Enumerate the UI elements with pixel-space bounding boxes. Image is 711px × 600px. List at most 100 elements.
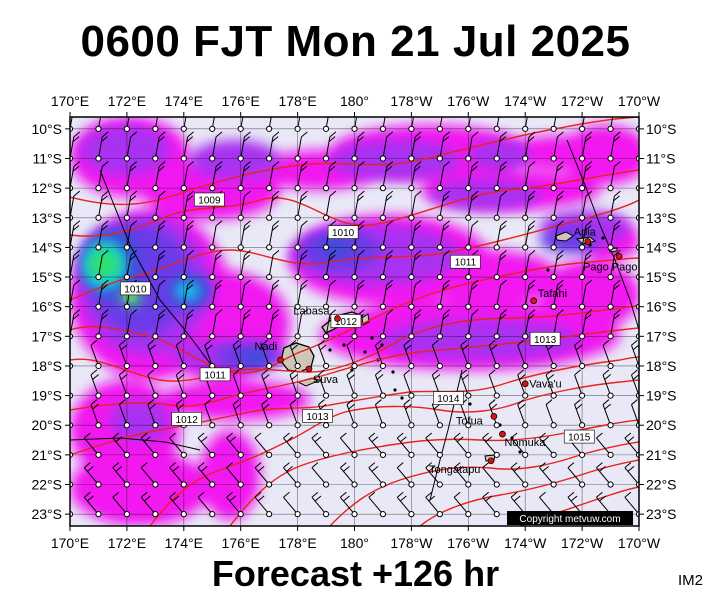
place-marker: Tafahi [530, 288, 567, 305]
wind-barb [493, 220, 507, 251]
wind-barb [493, 161, 507, 192]
wind-barb [266, 117, 273, 132]
wind-barb [266, 131, 280, 162]
wind-barb [209, 309, 223, 340]
wind-barb [226, 432, 244, 458]
lat-label-right: 19°S [646, 388, 677, 404]
small-island [363, 350, 367, 354]
lon-label-top: 170°E [51, 93, 89, 109]
wind-barb [197, 462, 216, 488]
wind-barb [254, 432, 273, 458]
lon-label-top: 174°E [165, 93, 203, 109]
wind-barb [322, 117, 330, 132]
wind-barb [95, 161, 109, 192]
svg-text:1011: 1011 [204, 370, 226, 381]
wind-barb [425, 432, 443, 458]
wind-barb [482, 462, 500, 488]
wind-barb [261, 399, 273, 429]
wind-barb [232, 339, 244, 370]
wind-barb [294, 190, 308, 221]
lat-label-left: 13°S [31, 210, 62, 226]
svg-text:1011: 1011 [455, 258, 477, 269]
wind-barb [237, 131, 251, 162]
wind-barb [579, 131, 593, 162]
wind-barb [95, 220, 109, 251]
wind-barb [237, 117, 244, 132]
wind-barb [226, 491, 244, 518]
wind-barb [522, 279, 536, 310]
wind-barb [465, 190, 479, 221]
isobar-label: 1009 [194, 192, 225, 206]
place-name: Vava'u [529, 379, 561, 391]
wind-barb [436, 220, 450, 251]
wind-barb [169, 462, 187, 488]
copyright-box [507, 511, 633, 525]
wind-barb [465, 161, 479, 192]
wind-barb [493, 279, 507, 310]
wind-barb [152, 190, 166, 221]
wind-barb [396, 432, 415, 458]
wind-barb [112, 462, 131, 488]
wind-barb [579, 279, 593, 310]
lat-label-right: 16°S [646, 299, 677, 315]
wind-barb [482, 491, 500, 518]
wind-barb [522, 131, 536, 162]
small-island [328, 348, 332, 352]
wind-barb [539, 462, 557, 488]
wind-barb [567, 462, 586, 488]
wind-barb [180, 249, 194, 281]
lat-label-left: 21°S [31, 447, 62, 463]
wind-barb [602, 399, 614, 429]
wind-barb [550, 131, 564, 162]
wind-barb [237, 190, 251, 221]
small-island [391, 370, 395, 374]
isobar-label: 1012 [171, 412, 202, 426]
wind-barb [408, 117, 415, 132]
wind-barb [204, 399, 216, 429]
wind-barb [522, 220, 536, 251]
lon-label-bottom: 180° [340, 535, 369, 551]
lon-label-top: 178°W [390, 93, 433, 109]
lon-label-bottom: 174°W [504, 535, 547, 551]
wind-barb [550, 117, 557, 132]
wind-barb [579, 161, 593, 192]
wind-barb [493, 131, 507, 162]
wind-barb [283, 491, 301, 518]
lon-label-top: 180° [340, 93, 369, 109]
wind-barb [550, 279, 564, 310]
place-markers: Apia Pago Pago Tafahi Labasa Nadi Suva Vava'u T… [255, 226, 638, 475]
wind-barb [152, 309, 166, 340]
wind-barb [83, 462, 102, 488]
wind-barb [237, 220, 251, 251]
wind-barb [379, 131, 394, 162]
wind-barb [152, 117, 159, 132]
lat-label-right: 13°S [646, 210, 677, 226]
wind-barb [283, 462, 301, 488]
wind-barb [460, 369, 472, 399]
lat-label-left: 11°S [33, 150, 62, 166]
wind-barb [197, 432, 216, 458]
wind-barb [197, 491, 216, 518]
wind-barb [510, 462, 529, 488]
isobar-label: 1011 [199, 367, 231, 381]
isobar-label: 1011 [450, 254, 481, 269]
wind-barb [118, 369, 131, 399]
wind-barb [493, 117, 500, 132]
wind-barb [425, 491, 443, 518]
map-code: IM2 [677, 572, 703, 589]
wind-barb [318, 369, 330, 399]
lat-label-left: 12°S [31, 180, 62, 196]
island-taveuni [361, 313, 370, 326]
wind-barb [180, 131, 194, 162]
wind-barb [436, 161, 450, 192]
wind-barb [453, 462, 472, 488]
lat-label-left: 22°S [31, 477, 62, 493]
place-marker: Vava'u [521, 379, 562, 391]
wind-barb [294, 161, 308, 192]
lat-label-left: 10°S [31, 121, 62, 137]
wind-barb [289, 369, 301, 399]
lat-label-right: 12°S [646, 180, 677, 196]
wind-barb [322, 249, 337, 281]
wind-barb [436, 249, 450, 281]
lat-label-right: 21°S [646, 447, 677, 463]
